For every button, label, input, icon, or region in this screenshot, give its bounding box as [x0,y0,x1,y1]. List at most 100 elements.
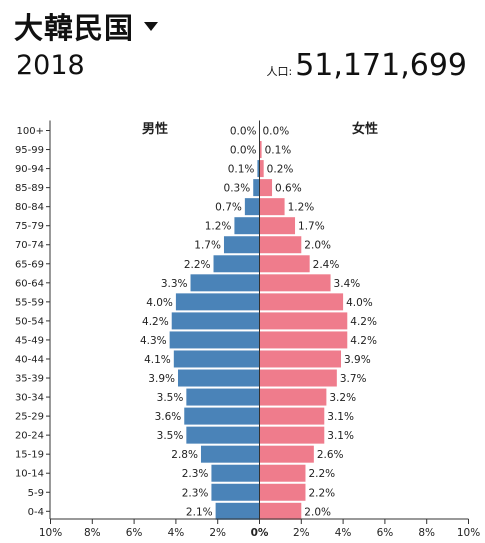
country-name: 大韓民国 [14,11,135,45]
data-label-female: 3.1% [327,430,354,442]
data-label-male: 0.3% [224,183,251,195]
x-tick-label: 2% [293,527,310,539]
caret-down-icon[interactable] [144,21,159,31]
bar-male [234,217,260,235]
bar-male [215,502,260,520]
bar-female [259,236,302,254]
bar-female [259,179,273,197]
data-label-female: 4.2% [350,316,377,328]
bar-male [211,464,260,482]
population-value: 51,171,699 [295,48,467,83]
x-tick-label: 6% [126,527,143,539]
x-tick-label: 8% [418,527,435,539]
population-display: 人口: 51,171,699 [267,48,468,83]
x-tick-label: 4% [168,527,185,539]
data-label-male: 3.6% [155,411,182,423]
data-label-male: 3.5% [157,392,184,404]
data-label-female: 2.2% [308,468,335,480]
data-label-female: 0.1% [265,145,292,157]
bar-male [257,160,260,178]
bar-male [223,236,260,254]
data-label-female: 3.4% [334,278,361,290]
y-tick-label: 75-79 [15,221,44,232]
y-tick-label: 35-39 [15,374,44,385]
data-label-female: 3.7% [340,373,367,385]
data-label-male: 1.2% [205,221,232,233]
data-label-female: 2.2% [308,487,335,499]
data-label-male: 3.9% [148,373,175,385]
bar-male [186,388,260,406]
data-label-male: 3.5% [157,430,184,442]
x-tick-label: 8% [84,527,101,539]
bar-male [173,350,260,368]
bar-male [211,483,260,501]
y-tick-label: 0-4 [28,507,44,518]
bar-male [213,255,260,273]
data-label-male: 4.3% [140,335,167,347]
x-tick-label: 4% [335,527,352,539]
data-label-female: 2.6% [317,449,344,461]
bar-female [259,160,264,178]
bar-male [175,293,260,311]
year-label: 2018 [16,50,85,81]
data-label-female: 1.7% [298,221,325,233]
bar-female [259,502,302,520]
bar-male [184,407,260,425]
data-label-male: 0.0% [230,145,257,157]
legend-female: 女性 [352,121,378,137]
data-label-male: 2.8% [171,449,198,461]
bar-male [244,198,260,216]
data-label-male: 0.7% [215,202,242,214]
data-label-male: 4.1% [144,354,171,366]
y-tick-label: 80-84 [15,202,44,213]
data-label-male: 2.3% [182,487,209,499]
data-label-female: 3.1% [327,411,354,423]
bar-female [259,141,262,159]
data-label-female: 4.2% [350,335,377,347]
y-tick-label: 50-54 [15,316,44,327]
y-tick-label: 70-74 [15,240,44,251]
x-tick-label: 10% [457,527,480,539]
country-selector[interactable]: 大韓民国 [14,8,159,45]
bar-female [259,426,325,444]
bar-female [259,483,306,501]
x-tick-label: 10% [39,527,62,539]
bar-female [259,407,325,425]
data-label-male: 2.3% [182,468,209,480]
bar-male [186,426,260,444]
data-label-female: 2.0% [304,506,331,518]
data-label-male: 0.1% [228,164,255,176]
y-tick-label: 25-29 [15,412,44,423]
bar-female [259,445,314,463]
bar-female [259,464,306,482]
y-tick-label: 100+ [17,126,44,137]
x-tick-label: 6% [377,527,394,539]
bar-female [259,293,344,311]
data-label-male: 3.3% [161,278,188,290]
y-tick-label: 90-94 [15,164,44,175]
bar-male [171,312,260,330]
bar-female [259,217,296,235]
data-label-female: 2.4% [313,259,340,271]
bar-female [259,331,348,349]
bar-male [253,179,260,197]
legend-male: 男性 [142,121,168,137]
bar-male [169,331,260,349]
data-label-female: 0.6% [275,183,302,195]
y-tick-label: 60-64 [15,278,44,289]
data-label-male: 0.0% [230,126,257,138]
y-tick-label: 85-89 [15,183,44,194]
x-tick-label: 2% [209,527,226,539]
bar-male [190,274,260,292]
data-label-female: 1.2% [288,202,315,214]
data-label-female: 4.0% [346,297,373,309]
data-label-female: 2.0% [304,240,331,252]
y-tick-label: 15-19 [15,450,44,461]
data-label-male: 2.1% [186,506,213,518]
data-label-female: 3.2% [329,392,356,404]
bar-female [259,274,331,292]
y-tick-label: 20-24 [15,431,44,442]
y-tick-label: 55-59 [15,297,44,308]
y-tick-label: 10-14 [15,469,44,480]
